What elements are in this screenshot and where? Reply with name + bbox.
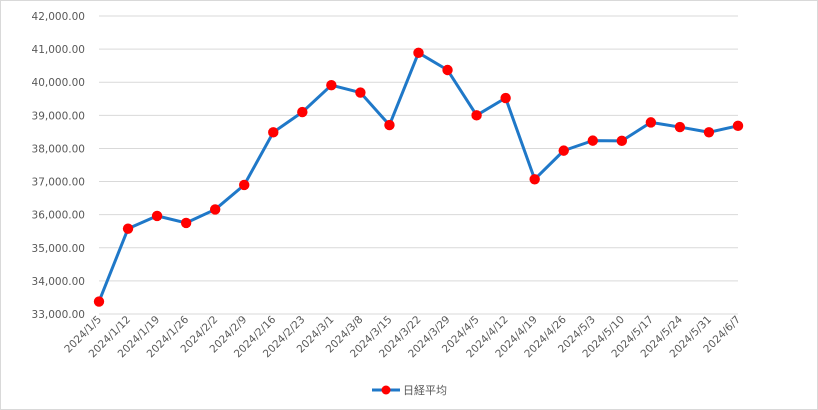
y-tick-label: 40,000.00 <box>32 77 85 89</box>
y-tick-label: 37,000.00 <box>32 177 85 189</box>
y-tick-label: 39,000.00 <box>32 110 85 122</box>
data-point <box>442 64 453 76</box>
legend-label: 日経平均 <box>403 384 447 397</box>
y-tick-label: 42,000.00 <box>32 11 85 23</box>
data-point <box>297 106 308 118</box>
data-point <box>471 110 482 121</box>
data-point <box>239 179 250 191</box>
y-tick-label: 34,000.00 <box>32 276 85 288</box>
data-point <box>587 135 598 146</box>
y-axis-tick-labels: 33,000.00 34,000.00 35,000.00 36,000.00 37,0… <box>32 11 85 321</box>
y-tick-label: 33,000.00 <box>32 309 85 321</box>
legend: 日経平均 <box>372 384 447 397</box>
data-point <box>558 145 569 156</box>
data-point <box>703 127 715 138</box>
data-point <box>122 223 134 234</box>
legend-marker-swatch <box>381 385 391 395</box>
y-tick-label: 41,000.00 <box>32 44 85 56</box>
data-point <box>645 117 657 128</box>
x-axis-tick-labels: 2024/1/52024/1/122024/1/192024/1/262024/… <box>62 313 743 360</box>
data-point <box>616 135 628 147</box>
series-layer <box>93 47 744 307</box>
data-point <box>326 79 337 91</box>
data-point <box>268 127 279 138</box>
data-point <box>209 204 221 215</box>
data-point <box>93 296 105 307</box>
data-point <box>500 92 511 104</box>
data-point <box>384 119 395 131</box>
data-point <box>180 217 192 229</box>
y-tick-label: 38,000.00 <box>32 143 85 155</box>
data-point <box>151 210 163 222</box>
data-point <box>529 174 540 185</box>
y-tick-label: 36,000.00 <box>32 210 85 222</box>
data-point <box>674 121 686 133</box>
data-point <box>732 120 744 131</box>
data-point <box>355 87 366 98</box>
y-tick-label: 35,000.00 <box>32 243 85 255</box>
series-line <box>97 51 739 303</box>
gridlines <box>99 15 738 315</box>
data-point <box>413 47 424 59</box>
